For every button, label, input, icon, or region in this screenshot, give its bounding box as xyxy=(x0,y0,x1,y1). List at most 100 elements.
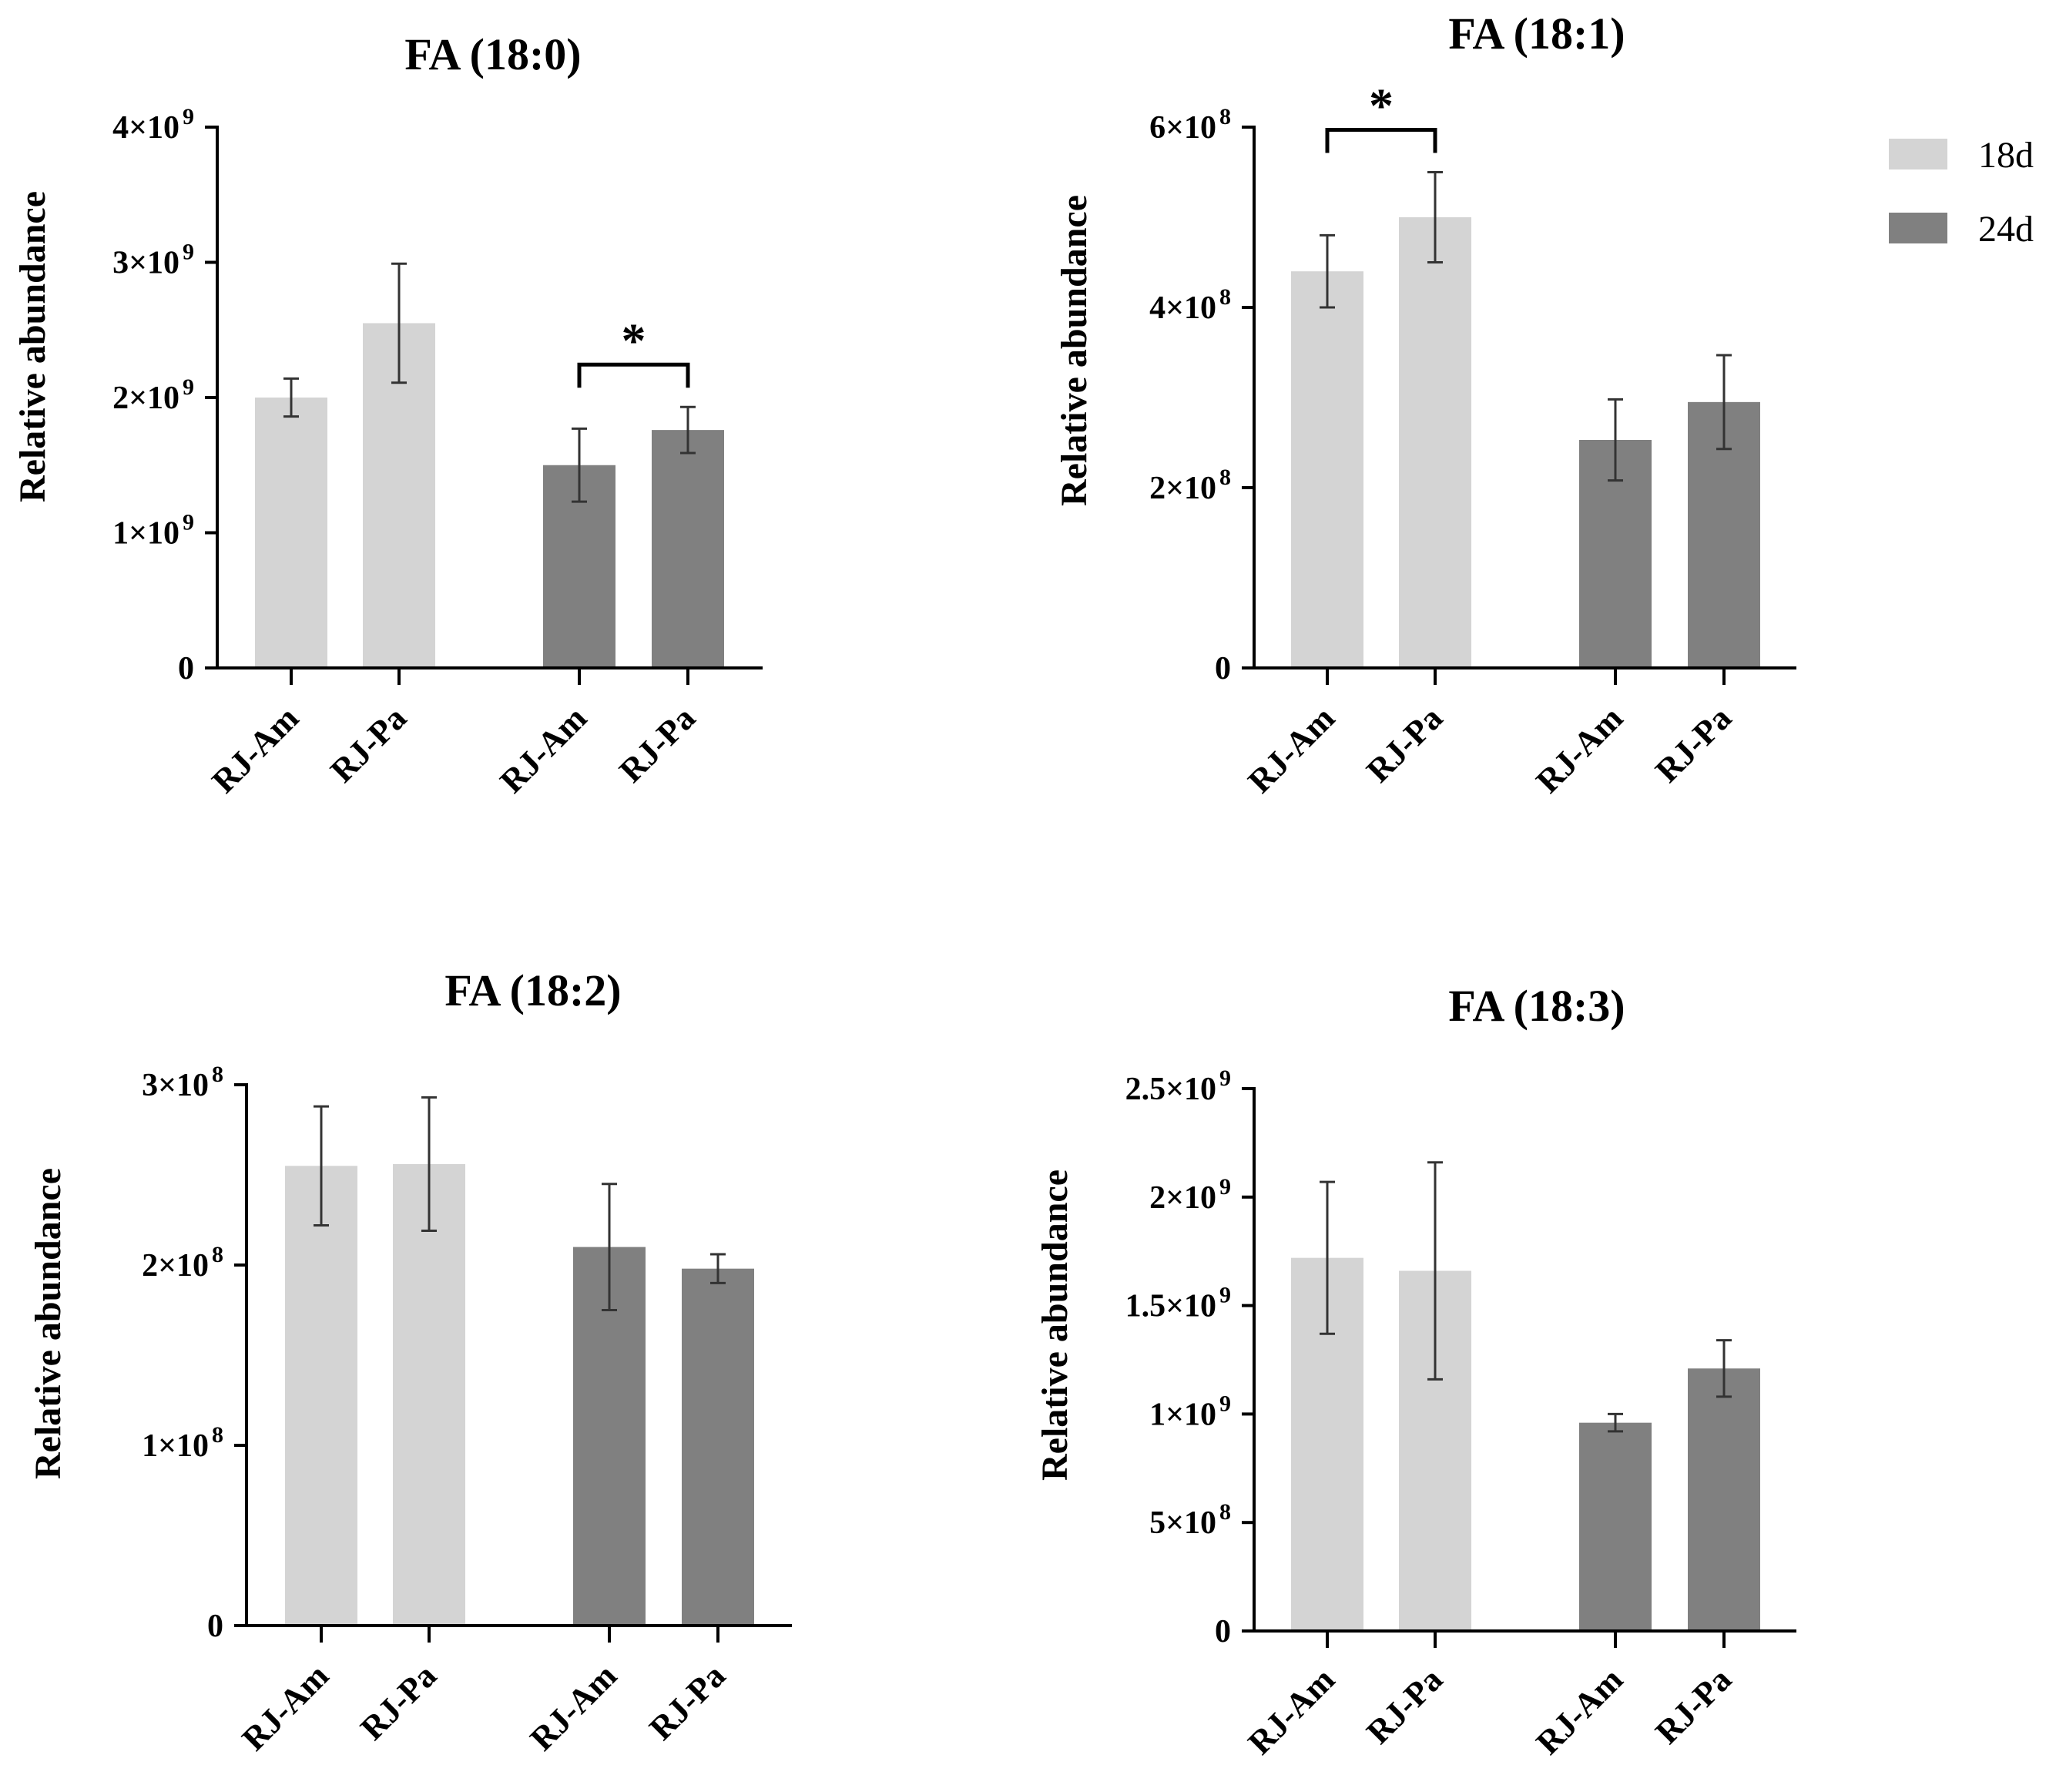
significance-star: * xyxy=(622,313,646,367)
tick-exponent: 8 xyxy=(1219,284,1231,310)
tick-mantissa: 4×10 xyxy=(1149,290,1216,326)
tick-mantissa: 2×10 xyxy=(112,381,179,416)
y-tick-label: 4×10 9 xyxy=(112,104,194,146)
x-tick-label: RJ-Pa xyxy=(1648,1660,1739,1751)
bar xyxy=(255,398,327,668)
tick-exponent: 8 xyxy=(212,1062,223,1087)
chart-title: FA (18:1) xyxy=(1448,8,1625,59)
y-axis-label: Relative abundance xyxy=(28,1168,69,1479)
chart-title: FA (18:0) xyxy=(404,29,581,79)
tick-mantissa: 5×10 xyxy=(1149,1505,1216,1541)
tick-exponent: 9 xyxy=(1219,1391,1231,1416)
tick-mantissa: 1×10 xyxy=(112,516,179,552)
error-bar xyxy=(314,1105,329,1227)
x-tick-label: RJ-Pa xyxy=(353,1656,444,1747)
x-tick-label: RJ-Am xyxy=(235,1656,336,1757)
y-axis-label: Relative abundance xyxy=(12,191,53,502)
error-bar xyxy=(572,427,587,503)
tick-mantissa: 4×10 xyxy=(112,110,179,146)
error-bar xyxy=(1320,233,1335,309)
error-bar xyxy=(1320,1180,1335,1335)
tick-mantissa: 2×10 xyxy=(1149,1180,1216,1216)
y-tick-label: 1×10 9 xyxy=(1149,1391,1231,1432)
significance-star: * xyxy=(1369,79,1394,133)
legend-swatch xyxy=(1889,139,1947,169)
tick-exponent: 8 xyxy=(1219,104,1231,129)
x-tick-label: RJ-Am xyxy=(493,699,594,800)
bar xyxy=(1579,1422,1652,1631)
x-tick-label: RJ-Am xyxy=(1241,699,1342,800)
tick-exponent: 9 xyxy=(1219,1174,1231,1200)
chart-title: FA (18:2) xyxy=(444,965,621,1015)
error-bar xyxy=(710,1253,726,1284)
y-tick-label: 1×10 8 xyxy=(142,1422,223,1464)
error-bar xyxy=(602,1183,617,1311)
bar xyxy=(1688,1368,1760,1631)
y-tick-label: 6×10 8 xyxy=(1149,104,1231,146)
y-axis-label: Relative abundance xyxy=(1035,1169,1075,1481)
tick-mantissa: 0 xyxy=(207,1609,223,1644)
bar xyxy=(682,1268,754,1626)
error-bar xyxy=(1608,398,1623,482)
y-tick-label: 2×10 8 xyxy=(1149,465,1231,506)
y-axis-label: Relative abundance xyxy=(1054,195,1095,506)
x-tick-label: RJ-Pa xyxy=(1648,699,1739,790)
tick-mantissa: 2×10 xyxy=(142,1248,209,1284)
significance-bracket xyxy=(577,362,690,388)
tick-exponent: 9 xyxy=(183,374,194,400)
y-tick-label: 2.5×10 9 xyxy=(1125,1065,1231,1107)
x-tick-label: RJ-Am xyxy=(523,1656,624,1757)
tick-exponent: 9 xyxy=(183,510,194,535)
tick-exponent: 9 xyxy=(183,240,194,265)
error-bar xyxy=(1427,171,1443,263)
tick-mantissa: 3×10 xyxy=(142,1068,209,1103)
legend-swatch xyxy=(1889,213,1947,243)
tick-exponent: 8 xyxy=(1219,465,1231,490)
y-tick-label: 2×10 9 xyxy=(112,374,194,416)
error-bar xyxy=(421,1096,437,1233)
significance-bracket xyxy=(1325,128,1437,153)
tick-mantissa: 3×10 xyxy=(112,246,179,281)
x-tick-label: RJ-Pa xyxy=(1359,699,1450,790)
error-bar xyxy=(283,377,299,418)
tick-exponent: 8 xyxy=(1219,1499,1231,1525)
x-tick-label: RJ-Pa xyxy=(642,1656,733,1747)
tick-exponent: 8 xyxy=(212,1422,223,1448)
bracket-line xyxy=(1325,128,1437,153)
tick-mantissa: 0 xyxy=(1215,651,1231,686)
y-tick-label: 5×10 8 xyxy=(1149,1499,1231,1541)
tick-exponent: 9 xyxy=(1219,1283,1231,1308)
tick-exponent: 9 xyxy=(183,104,194,129)
y-tick-label: 3×10 8 xyxy=(142,1062,223,1103)
x-tick-label: RJ-Pa xyxy=(323,699,414,790)
x-tick-label: RJ-Am xyxy=(1529,1660,1630,1761)
error-bar xyxy=(680,405,696,455)
bar xyxy=(1399,217,1471,668)
x-tick-label: RJ-Pa xyxy=(612,699,703,790)
tick-mantissa: 6×10 xyxy=(1149,110,1216,146)
error-bar xyxy=(391,262,407,384)
tick-mantissa: 0 xyxy=(1215,1614,1231,1649)
error-bar xyxy=(1608,1412,1623,1433)
legend-label: 24d xyxy=(1978,209,2034,250)
bracket-line xyxy=(577,362,690,388)
x-tick-label: RJ-Am xyxy=(205,699,306,800)
x-tick-label: RJ-Am xyxy=(1529,699,1630,800)
tick-exponent: 8 xyxy=(212,1242,223,1267)
tick-mantissa: 2.5×10 xyxy=(1125,1072,1216,1107)
tick-mantissa: 2×10 xyxy=(1149,471,1216,506)
y-tick-label: 2×10 9 xyxy=(1149,1174,1231,1216)
y-tick-label: 0 xyxy=(207,1609,223,1644)
error-bar xyxy=(1427,1161,1443,1381)
bar xyxy=(285,1166,357,1626)
bar xyxy=(393,1163,465,1626)
y-tick-label: 3×10 9 xyxy=(112,240,194,281)
legend-label: 18d xyxy=(1978,135,2034,176)
tick-mantissa: 1×10 xyxy=(142,1428,209,1464)
x-tick-label: RJ-Am xyxy=(1241,1660,1342,1761)
